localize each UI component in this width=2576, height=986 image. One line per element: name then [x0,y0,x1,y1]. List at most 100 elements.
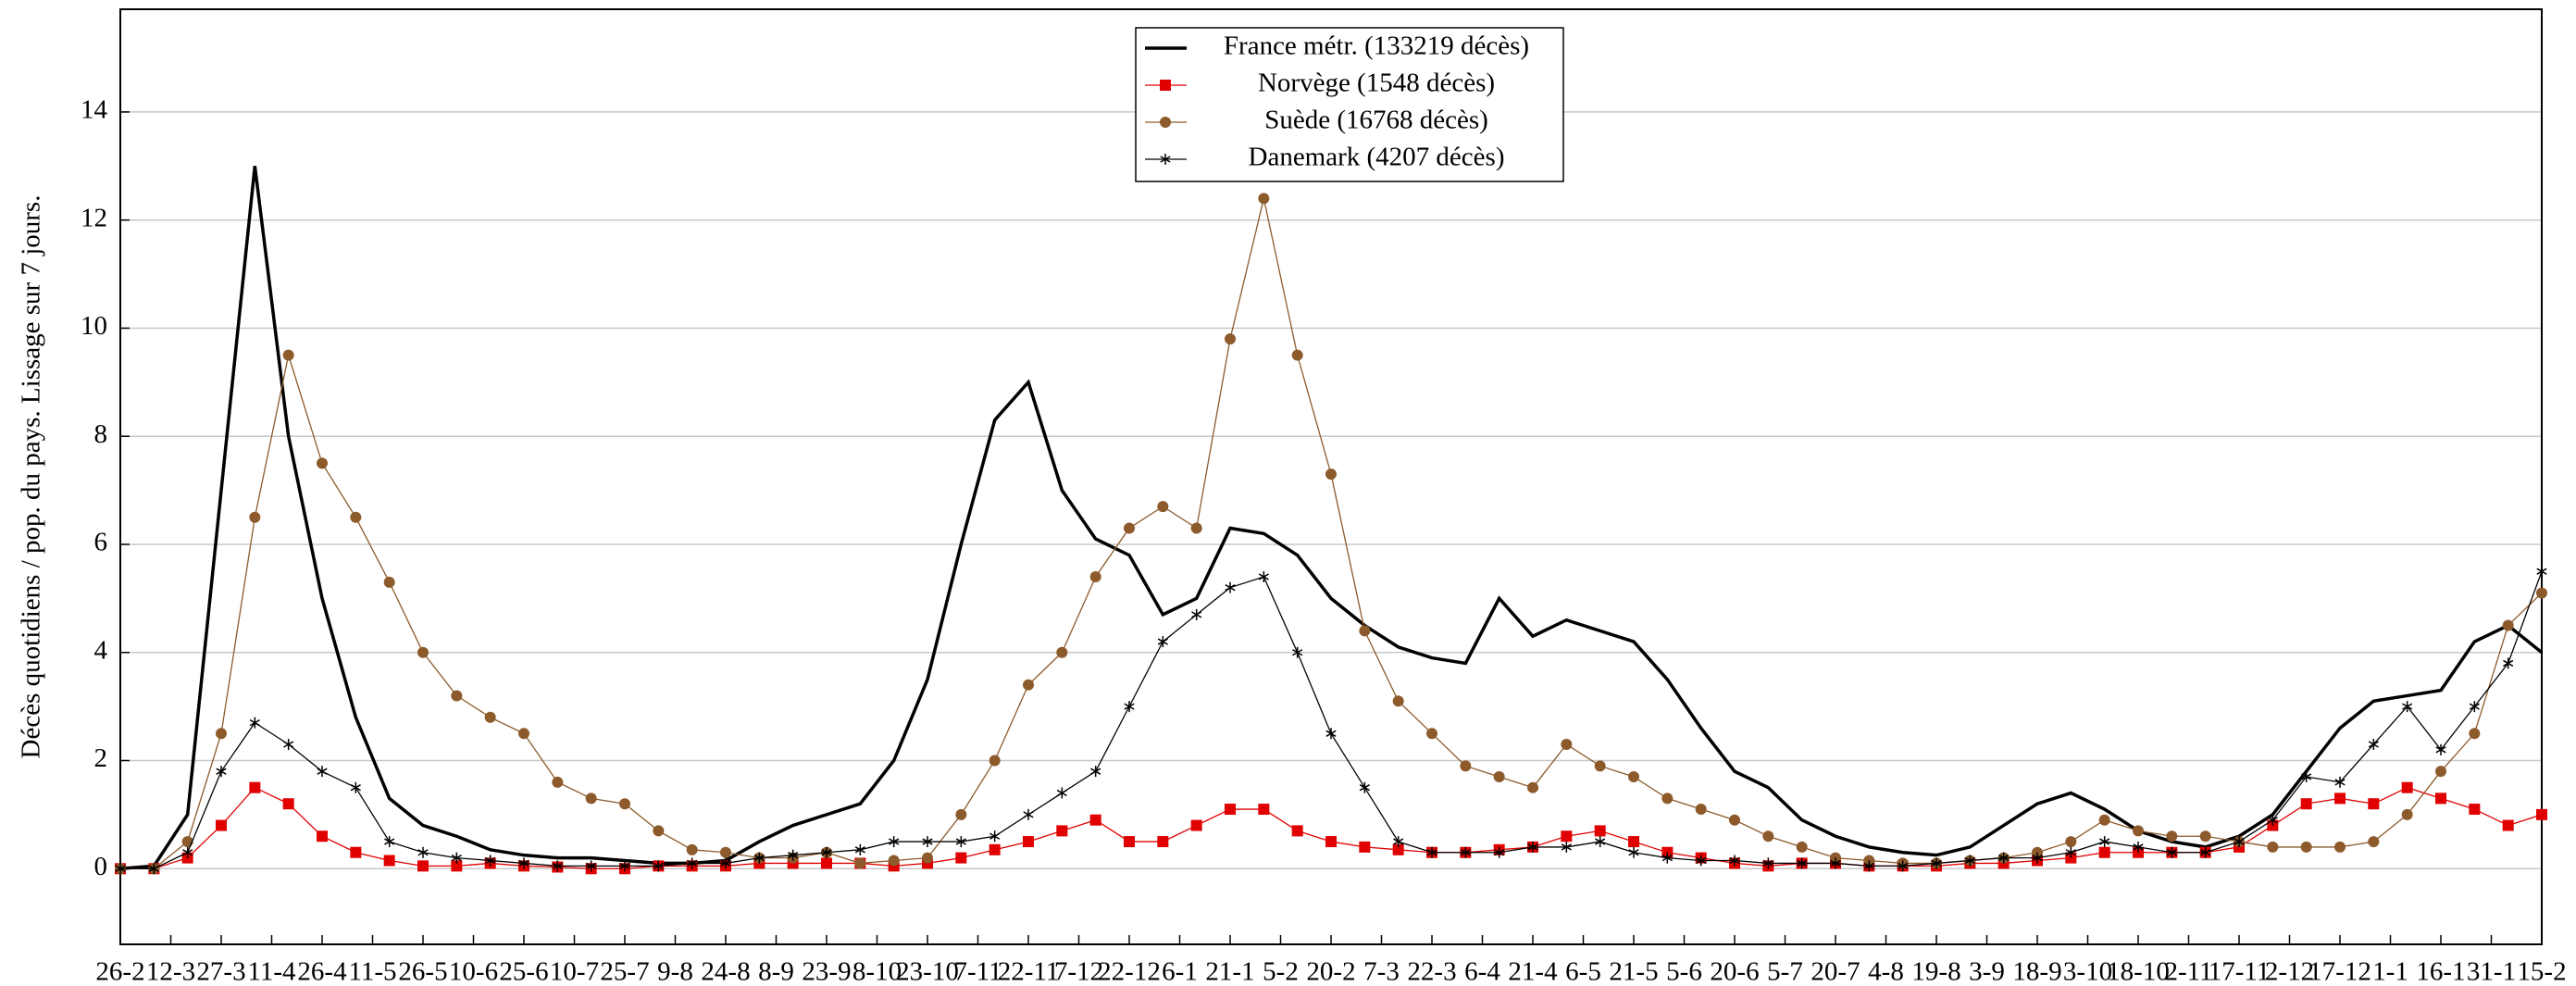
marker [1325,728,1337,740]
marker [922,836,933,848]
marker [1258,804,1270,816]
marker [383,576,395,588]
marker [686,843,698,855]
marker [955,852,967,864]
marker [821,857,832,869]
marker [2166,830,2178,842]
marker [753,852,765,864]
marker [2402,701,2413,713]
series-line [119,166,2544,871]
marker [2267,814,2278,826]
marker [2502,819,2514,831]
x-tick-label: 5-2 [1263,957,1299,986]
marker [2199,830,2211,842]
marker [1863,860,1874,872]
marker [720,846,731,858]
marker [1426,728,1437,740]
x-tick-label: 25-6 [499,957,548,986]
series-line [120,570,2543,869]
marker [2503,657,2514,669]
marker [2300,841,2312,853]
marker [1291,825,1303,837]
marker [552,776,564,788]
marker [1964,855,1975,867]
marker [451,852,462,864]
marker [2368,836,2380,848]
marker [1023,836,1034,848]
marker [1292,646,1303,658]
x-tick-label: 2-12 [2265,957,2314,986]
marker [484,711,496,723]
marker [1998,852,2010,864]
legend-box [1135,27,1564,182]
marker [282,798,294,810]
x-tick-label: 26-5 [398,957,447,986]
marker [2469,728,2481,740]
marker [1762,857,1773,869]
marker [350,781,361,793]
x-tick-label: 18-9 [2012,957,2061,986]
marker [1594,825,1606,837]
x-tick-label: 25-7 [600,957,649,986]
marker [2334,776,2346,788]
legend-label: Danemark (4207 décès) [1249,143,1505,172]
marker [1124,836,1135,848]
legend-marker [1160,117,1171,128]
marker [2536,808,2547,820]
marker [2301,771,2312,783]
x-tick-label: 12-3 [146,957,195,986]
x-tick-label: 8-9 [758,957,794,986]
marker [1258,571,1269,583]
x-tick-label: 5-7 [1767,957,1803,986]
marker [2032,852,2043,864]
y-tick-label: 6 [94,528,108,557]
marker [518,728,529,740]
marker [2065,846,2076,858]
x-tick-label: 20-6 [1710,957,1759,986]
marker [350,511,362,523]
marker [1494,846,1505,858]
marker [2368,738,2379,750]
x-tick-label: 17-11 [2209,957,2271,986]
marker [586,860,597,872]
marker [417,860,429,872]
marker [383,855,395,867]
marker [955,836,966,848]
marker [2469,804,2481,816]
marker [2368,798,2380,810]
legend: France métr. (133219 décès) Norvège (1548… [1135,27,1564,182]
marker [1225,333,1236,345]
marker [350,846,362,858]
x-tick-label: 5-6 [1666,957,1702,986]
marker [1460,760,1472,772]
x-tick-label: 4-8 [1868,957,1904,986]
x-tick-label: 7-11 [953,957,1002,986]
marker [2098,846,2110,858]
x-tick-label: 6-1 [1162,957,1198,986]
marker [417,846,429,858]
marker [922,852,933,864]
marker [1359,625,1371,637]
x-tick-label: 21-4 [1508,957,1558,986]
marker [1023,679,1034,691]
marker [317,457,328,469]
marker [2300,798,2312,810]
marker [2435,743,2446,755]
legend-label: Norvège (1548 décès) [1258,69,1495,98]
marker [989,755,1001,767]
plot-frame [119,8,2543,945]
marker [1931,857,1942,869]
marker [854,857,866,869]
marker [1661,852,1673,864]
marker [216,728,227,740]
marker [1225,581,1236,593]
marker [1157,636,1168,648]
marker [1124,701,1135,713]
x-tick-label: 22-3 [1407,957,1456,986]
marker [1527,781,1538,793]
x-tick-label: 8-10 [852,957,902,986]
marker [1729,814,1740,826]
marker [989,843,1001,855]
marker [585,793,597,805]
y-axis-label: Décès quotidiens / pop. du pays. Lissage… [17,195,46,759]
